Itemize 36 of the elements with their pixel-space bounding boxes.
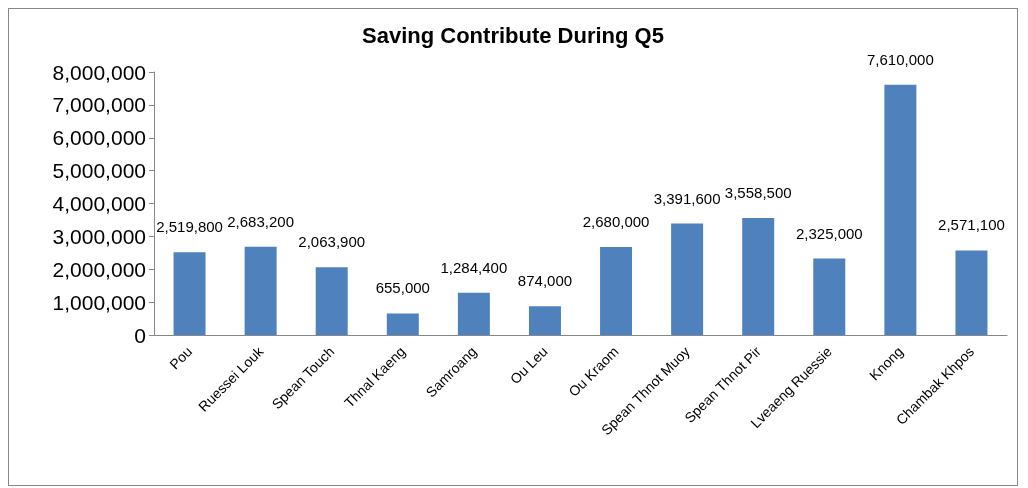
bar	[600, 246, 633, 335]
data-label: 7,610,000	[867, 50, 934, 68]
bar	[315, 267, 348, 335]
data-label: 2,063,900	[298, 233, 366, 251]
data-label: 2,683,200	[227, 212, 294, 230]
bar	[884, 84, 917, 335]
data-label: 874,000	[517, 272, 573, 290]
data-label: 2,325,000	[795, 224, 863, 242]
y-tick-label: 5,000,000	[52, 159, 146, 183]
data-label: 1,284,400	[440, 258, 508, 276]
bar	[244, 246, 277, 335]
bar	[955, 250, 988, 335]
y-tick-label: 1,000,000	[52, 290, 146, 314]
data-label: 655,000	[375, 279, 430, 297]
bar	[671, 223, 704, 335]
x-tick-label: Pou	[166, 343, 196, 373]
data-label: 2,519,800	[156, 218, 223, 236]
data-label: 2,571,100	[938, 216, 1005, 234]
chart-title: Saving Contribute During Q5	[362, 22, 664, 48]
bar	[457, 292, 490, 335]
y-tick-label: 4,000,000	[52, 192, 146, 215]
y-tick-label: 2,000,000	[52, 257, 146, 281]
bar	[173, 252, 206, 335]
y-tick-label: 8,000,000	[52, 60, 146, 84]
x-tick-label: Ou Leu	[506, 343, 551, 388]
y-tick-label: 7,000,000	[52, 93, 146, 117]
data-label: 3,558,500	[724, 184, 792, 202]
y-tick-label: 0	[134, 323, 146, 347]
y-tick-label: 3,000,000	[52, 224, 146, 248]
bar	[742, 218, 775, 335]
bar	[386, 313, 419, 335]
y-tick-label: 6,000,000	[52, 126, 146, 150]
data-label: 2,680,000	[582, 212, 650, 230]
bar	[528, 306, 561, 335]
data-label: 3,391,600	[653, 189, 721, 207]
bar	[813, 258, 846, 335]
